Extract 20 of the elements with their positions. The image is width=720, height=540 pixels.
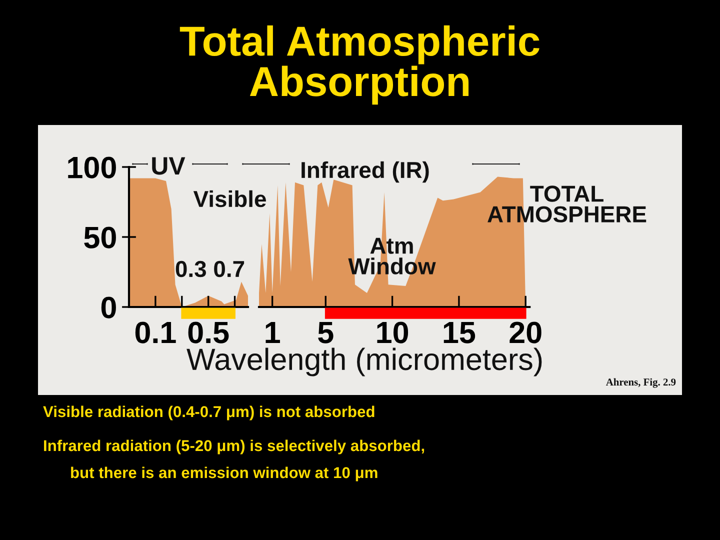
y-tick-label: 0 (101, 296, 116, 318)
x-tick-label: 5 (318, 322, 334, 344)
x-tick-label: 0.1 (135, 322, 176, 344)
x-tick-label: 20 (510, 322, 542, 344)
text: Total Atmospheric Absorption (180, 25, 540, 105)
annotation: 0.3 0.7 (176, 260, 244, 278)
x-axis-title: Wavelength (micrometers) (186, 348, 542, 376)
annotation: Infrared (IR) (302, 161, 429, 183)
text: Infrared radiation (5-20 μm) is selectively absorbed, (44, 440, 424, 454)
x-tick-label: 0.5 (188, 322, 229, 344)
x-tick-label: 1 (266, 322, 280, 344)
x-tick-label: 10 (377, 322, 408, 344)
annotation: UV (152, 157, 186, 175)
y-tick-label: 100 (68, 156, 116, 178)
y-tick-label: 50 (84, 226, 116, 248)
x-tick-label: 15 (444, 322, 476, 344)
text: Ahrens, Fig. 2.9 (606, 378, 676, 388)
annotation: Visible (193, 190, 266, 208)
text: Visible radiation (0.4-0.7 μm) is not absorbed (43, 406, 374, 420)
text: but there is an emission window at 10 μm (71, 466, 378, 482)
